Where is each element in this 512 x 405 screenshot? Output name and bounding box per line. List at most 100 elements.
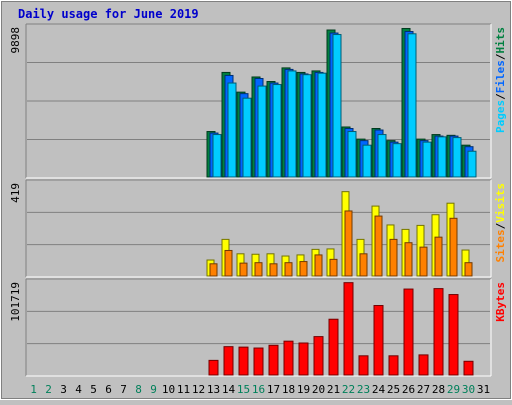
x-tick-label: 31 [477,383,490,396]
bar-kbytes [268,344,279,376]
x-tick-label: 17 [267,383,280,396]
bar-sites [329,258,338,277]
legend-separator: / [494,222,507,229]
x-tick-label: 16 [252,383,265,396]
bar-kbytes [463,360,474,376]
x-tick-label: 7 [120,383,127,396]
bar-sites [434,236,443,277]
bar-sites [314,254,323,277]
x-tick-label: 5 [90,383,97,396]
bar-kbytes [433,288,444,376]
bar-kbytes [283,340,294,376]
bar-pages [287,70,297,178]
series-legend: KBytes [494,282,507,322]
x-tick-label: 3 [60,383,67,396]
legend-files: Files [494,60,507,93]
bar-pages [422,141,432,178]
bar-sites [209,263,218,277]
x-tick-label: 6 [105,383,112,396]
bar-sites [269,263,278,277]
x-tick-label: 11 [177,383,190,396]
x-tick-label: 12 [192,383,205,396]
bar-sites [254,262,263,277]
x-tick-label: 20 [312,383,325,396]
x-tick-label: 19 [297,383,310,396]
legend-separator: / [494,53,507,60]
x-tick-label: 9 [150,383,157,396]
x-tick-label: 4 [75,383,82,396]
x-axis-labels: 1 2 3 4 5 6 7 8 9 10 11 12 13 14 15 16 17 18 19 20 21 22 23 24 2… [30,383,490,396]
bar-kbytes [223,346,234,376]
bar-sites [404,242,413,277]
bar-kbytes [403,288,414,376]
bar-pages [242,97,252,178]
x-tick-label: 30 [462,383,475,396]
bar-kbytes [373,305,384,376]
bar-sites [464,262,473,277]
x-tick-label: 26 [402,383,415,396]
x-tick-label: 10 [162,383,175,396]
bar-kbytes [358,355,369,376]
legend-hits: Hits [494,27,507,54]
x-tick-label: 1 [30,383,37,396]
outer-border-dark [1,1,511,399]
bar-kbytes [343,282,354,376]
x-tick-label: 14 [222,383,236,396]
y-max-label: 419 [9,183,22,203]
bar-pages [407,33,417,178]
bar-pages [362,144,372,178]
x-tick-label: 15 [237,383,250,396]
legend-pages: Pages [494,100,507,133]
bar-kbytes [253,347,264,376]
bar-pages [377,134,387,178]
bar-sites [239,262,248,277]
bar-pages [212,134,222,178]
x-tick-label: 13 [207,383,220,396]
bar-pages [317,72,327,178]
bar-sites [374,215,383,277]
series-legend: Sites/Visits [494,183,507,263]
bar-sites [389,238,398,277]
bar-kbytes [418,354,429,376]
x-tick-label: 29 [447,383,460,396]
chart-panel-2: 419 Sites/Visits [9,179,507,278]
x-tick-label: 23 [357,383,370,396]
bar-pages [302,74,312,178]
bar-sites [299,261,308,277]
bar-sites [224,249,233,277]
bar-kbytes [313,336,324,376]
y-max-label: 101719 [9,282,22,322]
bar-kbytes [208,359,219,376]
legend-kbytes: KBytes [494,282,507,322]
bar-sites [419,246,428,277]
x-tick-label: 2 [45,383,52,396]
y-max-label: 9898 [9,27,22,54]
x-tick-label: 22 [342,383,355,396]
legend-visits: Visits [494,183,507,223]
x-tick-label: 24 [372,383,386,396]
x-tick-label: 27 [417,383,430,396]
legend-sites: Sites [494,229,507,262]
bar-sites [284,262,293,277]
bar-pages [392,143,402,178]
bar-pages [332,34,342,178]
bar-sites [344,210,353,277]
bar-pages [227,82,237,178]
bar-pages [347,131,357,178]
bar-pages [437,136,447,178]
chart-panel-3: 101719 KBytes [9,278,507,377]
bar-pages [257,85,267,178]
series-legend: Pages/Files/Hits [494,27,507,133]
x-tick-label: 18 [282,383,295,396]
bar-pages [272,84,282,178]
chart-title: Daily usage for June 2019 [18,7,199,21]
x-tick-label: 28 [432,383,445,396]
bar-pages [467,150,477,178]
x-tick-label: 25 [387,383,400,396]
x-tick-label: 8 [135,383,142,396]
bar-kbytes [388,355,399,376]
legend-separator: / [494,93,507,100]
bar-kbytes [298,342,309,376]
